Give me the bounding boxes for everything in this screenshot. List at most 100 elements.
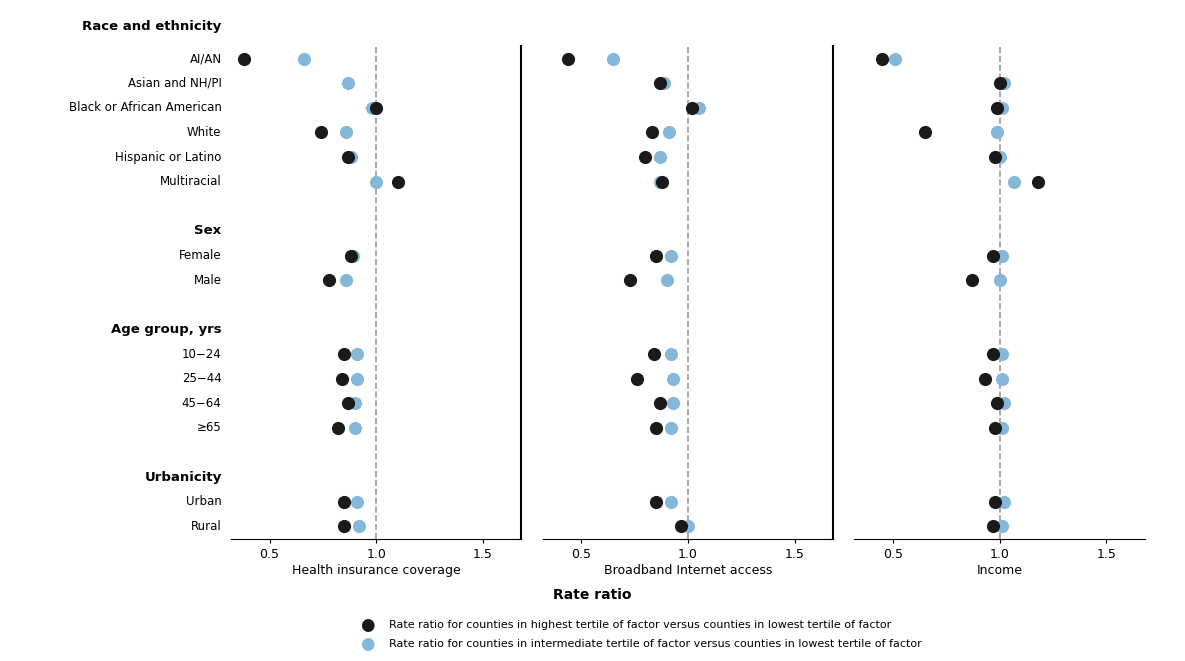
Point — [991, 78, 1010, 89]
Text: Rate ratio for counties in intermediate tertile of factor versus counties in low: Rate ratio for counties in intermediate … — [389, 639, 922, 650]
Point — [915, 127, 934, 137]
Point — [350, 521, 369, 531]
Text: Urbanicity: Urbanicity — [145, 471, 222, 484]
Point — [341, 251, 360, 261]
Point — [367, 176, 386, 187]
Point — [1029, 176, 1048, 187]
Text: White: White — [187, 126, 222, 139]
Point — [603, 54, 622, 64]
Point — [363, 102, 382, 113]
Point — [986, 422, 1005, 433]
Point — [664, 373, 683, 384]
Point — [988, 127, 1007, 137]
Point — [333, 373, 352, 384]
Point — [345, 398, 364, 408]
Text: Rate ratio for counties in highest tertile of factor versus counties in lowest t: Rate ratio for counties in highest terti… — [389, 619, 891, 630]
Point — [992, 349, 1011, 360]
Point — [621, 275, 640, 286]
Point — [992, 373, 1011, 384]
Point — [991, 152, 1010, 163]
Point — [984, 349, 1003, 360]
Point — [992, 521, 1011, 531]
Point — [559, 54, 578, 64]
Point — [339, 398, 358, 408]
Point — [986, 496, 1005, 507]
Point — [653, 176, 672, 187]
Point — [992, 102, 1011, 113]
Point — [646, 251, 665, 261]
X-axis label: Broadband Internet access: Broadband Internet access — [603, 564, 773, 576]
Point — [672, 521, 691, 531]
Point — [367, 102, 386, 113]
Text: Sex: Sex — [194, 225, 222, 237]
Point — [1005, 176, 1024, 187]
Point — [683, 102, 702, 113]
Text: Rural: Rural — [191, 520, 222, 533]
Text: ≥65: ≥65 — [197, 422, 222, 434]
Text: Age group, yrs: Age group, yrs — [111, 323, 222, 336]
Point — [347, 373, 366, 384]
Point — [655, 78, 674, 89]
Point — [986, 152, 1005, 163]
Text: Hispanic or Latino: Hispanic or Latino — [115, 151, 222, 163]
Point — [661, 349, 680, 360]
Text: Female: Female — [179, 249, 222, 262]
Point — [661, 422, 680, 433]
Point — [992, 251, 1011, 261]
Point — [635, 152, 654, 163]
Point — [994, 78, 1013, 89]
Point — [991, 275, 1010, 286]
Point — [994, 496, 1013, 507]
Text: Asian and NH/PI: Asian and NH/PI — [128, 77, 222, 90]
Point — [651, 78, 670, 89]
Point — [984, 521, 1003, 531]
Point — [690, 102, 709, 113]
Point — [988, 398, 1007, 408]
Point — [341, 152, 360, 163]
Text: 25−44: 25−44 — [181, 372, 222, 385]
Point — [646, 496, 665, 507]
Point — [975, 373, 994, 384]
Point — [344, 251, 363, 261]
X-axis label: Income: Income — [976, 564, 1023, 576]
Point — [651, 152, 670, 163]
Point — [651, 176, 670, 187]
Text: ●: ● — [360, 635, 374, 654]
Point — [389, 176, 408, 187]
Point — [337, 275, 356, 286]
Point — [661, 496, 680, 507]
Point — [678, 521, 697, 531]
Point — [328, 422, 347, 433]
Point — [320, 275, 339, 286]
Text: Race and ethnicity: Race and ethnicity — [82, 20, 222, 33]
Point — [984, 251, 1003, 261]
Point — [339, 78, 358, 89]
Point — [656, 275, 675, 286]
Point — [872, 54, 891, 64]
Point — [334, 349, 353, 360]
Text: AI/AN: AI/AN — [190, 52, 222, 65]
Text: Male: Male — [193, 274, 222, 287]
Point — [664, 398, 683, 408]
Point — [235, 54, 254, 64]
Point — [642, 127, 661, 137]
Point — [659, 127, 678, 137]
Point — [988, 102, 1007, 113]
Text: Rate ratio: Rate ratio — [553, 588, 632, 602]
Point — [347, 349, 366, 360]
Point — [294, 54, 313, 64]
Point — [339, 152, 358, 163]
Point — [345, 422, 364, 433]
Text: Urban: Urban — [186, 495, 222, 508]
Point — [645, 349, 664, 360]
Point — [337, 127, 356, 137]
X-axis label: Health insurance coverage: Health insurance coverage — [292, 564, 461, 576]
Text: Multiracial: Multiracial — [160, 175, 222, 188]
Point — [651, 398, 670, 408]
Point — [334, 521, 353, 531]
Text: 10−24: 10−24 — [181, 348, 222, 360]
Point — [962, 275, 981, 286]
Text: Black or African American: Black or African American — [69, 101, 222, 114]
Point — [661, 251, 680, 261]
Point — [312, 127, 331, 137]
